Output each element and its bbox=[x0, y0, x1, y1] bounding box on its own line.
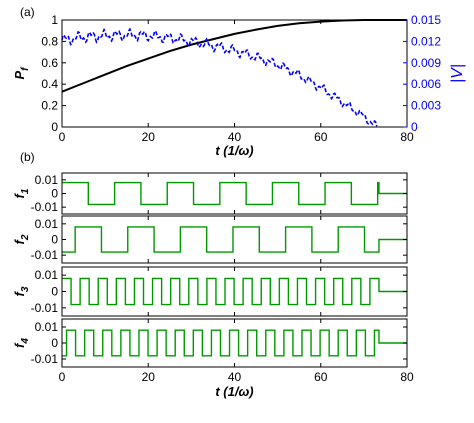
panel-a-ytick-label: 0.6 bbox=[41, 56, 58, 70]
panel-b-xtick-label: 20 bbox=[142, 370, 156, 384]
panel-a-xtick-label: 20 bbox=[142, 130, 156, 144]
panel-a-ytick-right-label: 0.003 bbox=[411, 99, 441, 113]
panel-b-ytick-label: 0 bbox=[51, 233, 58, 247]
panel-b-ytick-label: -0.01 bbox=[31, 352, 59, 366]
panel-a-ylabel-left-subscript: f bbox=[20, 66, 31, 71]
panel-b-f_4-frame bbox=[61, 318, 408, 368]
panel-b-ylabel-f_3-subscript: 3 bbox=[20, 286, 31, 292]
panel-a-xtick-label: 60 bbox=[314, 130, 328, 144]
panel-b-xtick-label: 60 bbox=[314, 370, 328, 384]
panel-a-ylabel-left-symbol: P bbox=[12, 71, 27, 80]
panel-b-ylabel-f_1-symbol: f bbox=[12, 192, 27, 198]
panel-b-ylabel-f_3-symbol: f bbox=[12, 290, 27, 296]
panel-b-ytick-label: 0 bbox=[51, 285, 58, 299]
series-f_1-line bbox=[62, 181, 407, 206]
panel-b-ytick-label: 0 bbox=[51, 187, 58, 201]
panel-b-ytick-label: -0.01 bbox=[31, 248, 59, 262]
panel-b-ylabel-f_4-subscript: 4 bbox=[20, 338, 31, 345]
panel-b-ytick-label: -0.01 bbox=[31, 301, 59, 315]
panel-b-ylabel-f_3: f3 bbox=[12, 286, 31, 296]
series-V-line bbox=[61, 27, 378, 127]
panel-a-ylabel-left: Pf bbox=[12, 66, 31, 80]
panel-a-ytick-right-label: 0.012 bbox=[411, 34, 441, 48]
panel-b-ytick-label: -0.01 bbox=[31, 200, 59, 214]
panel-a-ytick-right-label: 0 bbox=[411, 120, 418, 134]
panel-b-xtick-label: 40 bbox=[228, 370, 242, 384]
panel-b-ylabel-f_1-text: f1 bbox=[12, 188, 31, 198]
panel-b-ytick-label: 0.01 bbox=[35, 217, 59, 231]
panel-b-xlabel: t (1/ω) bbox=[215, 384, 253, 399]
panel-b-f_2-frame bbox=[61, 215, 408, 264]
panel-b-ylabel-f_4-symbol: f bbox=[12, 342, 27, 348]
series-Pf-line bbox=[61, 19, 407, 93]
series-f_3-line bbox=[62, 277, 407, 306]
panel-a-ytick-right-label: 0.009 bbox=[411, 56, 441, 70]
panel-b-ylabel-f_1: f1 bbox=[12, 188, 31, 198]
panel-b-ylabel-f_2-text: f2 bbox=[12, 234, 31, 244]
panel-b-label: (b) bbox=[20, 150, 35, 164]
panel-a-ytick-right-label: 0.006 bbox=[411, 77, 441, 91]
panel-b-ytick-label: 0 bbox=[51, 336, 58, 350]
panel-b-ylabel-f_2-symbol: f bbox=[12, 238, 27, 244]
panel-b-ylabel-f_4: f4 bbox=[12, 338, 31, 348]
panel-b-f_1-frame bbox=[61, 172, 408, 215]
panel-b-ylabel-f_1-subscript: 1 bbox=[20, 188, 31, 194]
panel-a-ylabel-left-text: Pf bbox=[12, 66, 31, 80]
panel-a-xlabel: t (1/ω) bbox=[215, 143, 253, 158]
panel-a-ytick-label: 0.8 bbox=[41, 34, 58, 48]
series-f_2-line bbox=[62, 226, 407, 253]
panel-b-ylabel-f_4-text: f4 bbox=[12, 338, 31, 348]
panel-a-xtick-label: 80 bbox=[400, 130, 414, 144]
panel-b-xtick-label: 0 bbox=[59, 370, 66, 384]
panel-a-xtick-label: 40 bbox=[228, 130, 242, 144]
panel-a-ytick-label: 0.2 bbox=[41, 99, 58, 113]
panel-b-ytick-label: 0.01 bbox=[35, 173, 59, 187]
panel-b-ylabel-f_2: f2 bbox=[12, 234, 31, 244]
panel-b-ytick-label: 0.01 bbox=[35, 320, 59, 334]
panel-b-ytick-label: 0.01 bbox=[35, 268, 59, 282]
panel-a-ylabel-right: |V| bbox=[449, 64, 466, 83]
panel-b-ylabel-f_2-subscript: 2 bbox=[20, 234, 31, 241]
series-f_4-line bbox=[62, 329, 407, 357]
panel-a-ytick-label: 1 bbox=[51, 13, 58, 27]
panel-a-label: (a) bbox=[20, 5, 35, 19]
panel-a-xtick-label: 0 bbox=[59, 130, 66, 144]
panel-b-xtick-label: 80 bbox=[400, 370, 414, 384]
panel-a-ytick-label: 0 bbox=[51, 120, 58, 134]
panel-a-ytick-label: 0.4 bbox=[41, 77, 58, 91]
panel-b-ylabel-f_3-text: f3 bbox=[12, 286, 31, 296]
panel-a-ytick-right-label: 0.015 bbox=[411, 13, 441, 27]
